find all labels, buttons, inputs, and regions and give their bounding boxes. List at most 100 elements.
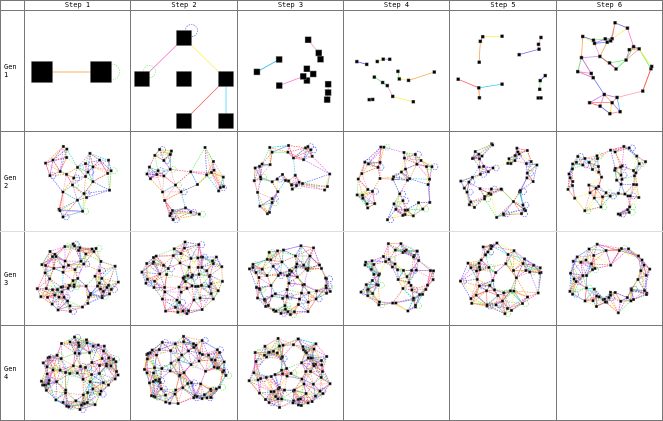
graph-node (290, 183, 294, 187)
graph-edge (519, 191, 524, 206)
graph-edge (182, 277, 188, 289)
self-loop (364, 158, 372, 166)
graph-edge (617, 301, 622, 313)
graph-node (372, 75, 377, 79)
graph-edge (400, 243, 418, 252)
graph-node (376, 283, 380, 287)
graph-node (276, 273, 280, 277)
graph-edge (593, 188, 597, 199)
graph-node (328, 289, 332, 293)
graph-edge (154, 150, 172, 156)
graph-node (299, 244, 303, 248)
graph-edge (398, 279, 409, 283)
graph-node (532, 263, 536, 267)
graph-node (303, 77, 311, 84)
graph-edge (507, 254, 525, 260)
graph-edge (108, 160, 112, 171)
graph-node (160, 297, 164, 301)
self-loop (378, 301, 386, 309)
graph-edge (490, 194, 498, 218)
graph-edge (211, 172, 224, 178)
graph-edge (478, 41, 481, 63)
graph-edge (149, 167, 151, 179)
self-loop (638, 160, 646, 168)
graph-node (212, 168, 216, 172)
graph-edge (479, 266, 489, 268)
graph-node (502, 291, 506, 295)
graph-edge (172, 207, 186, 211)
graph-edge (295, 245, 302, 257)
graph-node (567, 172, 571, 176)
graph-edge (281, 255, 296, 263)
graph-edge (589, 94, 605, 103)
graph-node (183, 206, 187, 210)
graph-edge (55, 246, 66, 257)
graph-edge (315, 287, 327, 300)
graph-node (323, 188, 327, 192)
graph-node (493, 288, 497, 292)
graph-edge (201, 276, 210, 286)
graph-edge (615, 292, 628, 298)
graph-node (105, 285, 109, 289)
graph-node (209, 282, 213, 286)
graph-node (469, 297, 473, 301)
graph-edge (269, 145, 289, 148)
graph-node (521, 262, 525, 266)
graph-node (579, 55, 584, 60)
graph-node (178, 261, 182, 265)
graph-edge (524, 258, 534, 266)
graph-node (401, 268, 405, 272)
graph-node (92, 250, 96, 254)
graph-edge (387, 209, 406, 221)
graph-edge (252, 267, 263, 270)
graph-edge (55, 256, 64, 268)
graph-edge (217, 281, 223, 291)
graph-node (196, 284, 200, 288)
self-loop (326, 275, 333, 283)
graph-edge (416, 269, 434, 280)
graph-edge (213, 161, 224, 178)
graph-edge (280, 311, 295, 314)
graph-edge (293, 155, 313, 159)
graph-edge (201, 285, 212, 294)
graph-edge (270, 275, 279, 286)
graph-edge (388, 243, 390, 260)
graph-edge (485, 254, 490, 268)
graph-node (613, 150, 617, 154)
graph-edge (588, 162, 599, 173)
graph-edge (200, 297, 214, 300)
graph-edge (175, 307, 188, 314)
graph-edge (486, 290, 498, 296)
self-loop (368, 160, 375, 168)
graph-node (166, 267, 170, 271)
graph-node (418, 293, 422, 297)
graph-edge (103, 281, 119, 292)
graph-edge (372, 260, 386, 262)
graph-node (201, 255, 205, 259)
graph-edge (261, 252, 270, 270)
graph-edge (272, 295, 283, 299)
graph-edge (41, 256, 53, 265)
graph-node (372, 272, 376, 276)
graph-edge (321, 268, 327, 279)
graph-edge (377, 273, 380, 286)
graph-edge (361, 173, 369, 190)
graph-edge (260, 164, 271, 178)
graph-node (635, 154, 639, 158)
graph-edge (141, 271, 160, 275)
graph-edge (201, 256, 217, 268)
self-loop (64, 243, 72, 250)
graph-node (396, 278, 400, 282)
graph-drawing (145, 146, 227, 223)
graph-node (406, 78, 411, 83)
graph-node (288, 313, 292, 317)
graph-cell (130, 131, 238, 232)
graph-node (306, 300, 310, 304)
self-loop (600, 203, 608, 211)
self-loop (522, 300, 529, 307)
graph-edge (527, 164, 538, 174)
graph-edge (69, 305, 83, 308)
graph-edge (167, 255, 174, 269)
graph-drawing (140, 240, 224, 316)
graph-node (278, 271, 282, 275)
